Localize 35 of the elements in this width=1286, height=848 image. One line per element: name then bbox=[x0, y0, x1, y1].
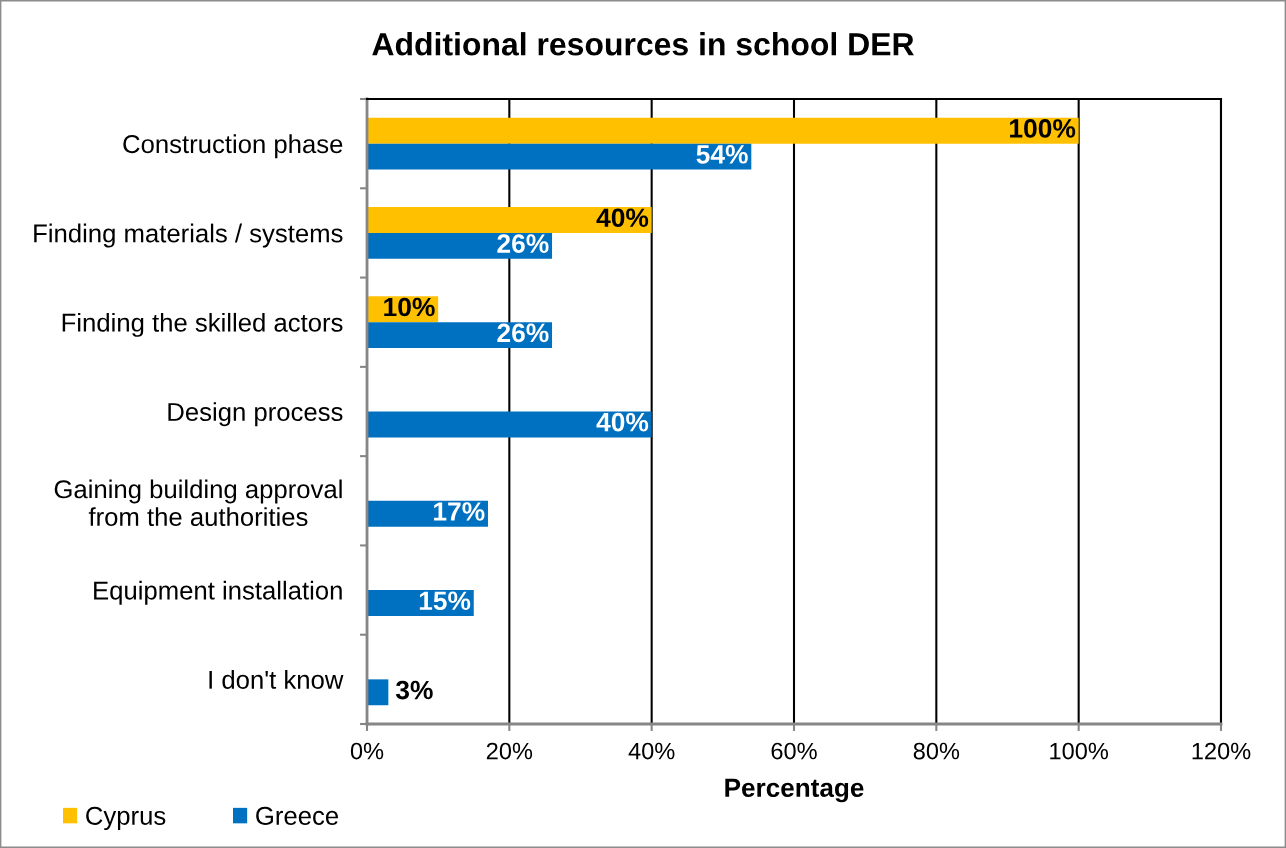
y-tick-label: Finding materials / systems bbox=[34, 223, 343, 248]
bar bbox=[367, 322, 553, 349]
y-tick-label: Gaining building approval from the authorities bbox=[54, 479, 342, 527]
data-label: 40% bbox=[596, 412, 649, 432]
x-tick-label: 80% bbox=[913, 742, 960, 760]
x-tick-label: 60% bbox=[771, 742, 817, 760]
y-tick-label: Construction phase bbox=[123, 134, 343, 159]
data-label: 10% bbox=[384, 297, 435, 317]
y-tick-label: I don't know bbox=[209, 670, 344, 689]
x-axis-title: Percentage bbox=[725, 778, 864, 803]
bar bbox=[367, 679, 389, 706]
data-label: 26% bbox=[497, 234, 549, 253]
bar bbox=[367, 232, 553, 259]
data-label: 3% bbox=[395, 680, 433, 700]
chart-title: Additional resources in school DER bbox=[372, 32, 914, 56]
data-label: 54% bbox=[696, 145, 748, 164]
x-tick-label: 100% bbox=[1050, 742, 1109, 760]
x-tick-label: 40% bbox=[628, 742, 675, 760]
x-tick-label: 0% bbox=[350, 742, 384, 760]
bar bbox=[367, 207, 652, 233]
bar bbox=[367, 411, 652, 438]
data-label: 26% bbox=[497, 323, 549, 343]
legend-label: Cyprus bbox=[86, 806, 166, 831]
data-label: 15% bbox=[419, 591, 471, 611]
y-tick-label: Equipment installation bbox=[94, 580, 342, 605]
data-label: 40% bbox=[596, 208, 649, 228]
data-label: 17% bbox=[434, 502, 485, 521]
x-tick-label: 20% bbox=[486, 742, 533, 760]
y-tick-label: Design process bbox=[168, 402, 343, 427]
legend-label: Greece bbox=[256, 806, 338, 825]
bar bbox=[367, 143, 752, 170]
data-label: 100% bbox=[1010, 119, 1076, 138]
y-tick-label: Finding the skilled actors bbox=[62, 312, 343, 337]
bar bbox=[367, 117, 1079, 144]
x-tick-label: 120% bbox=[1192, 742, 1251, 760]
